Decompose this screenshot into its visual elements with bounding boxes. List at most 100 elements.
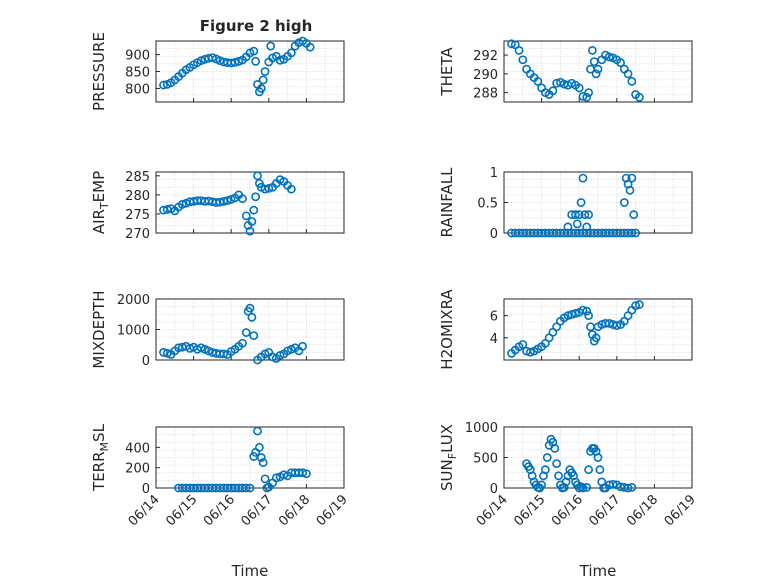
data-point	[578, 483, 588, 493]
x-tick-label: 06/16	[201, 492, 238, 529]
data-point	[631, 228, 640, 238]
data-point	[537, 480, 546, 490]
x-tick-label: 06/16	[549, 492, 586, 529]
y-tick-label: 275	[125, 208, 150, 223]
x-tick-label: 06/19	[314, 492, 351, 529]
data-point	[586, 322, 595, 332]
subplot-8: 0 500 1000 06/14 06/15 06/16 06/17 06/18 06/19 SU…	[438, 421, 699, 580]
y-tick-label: 900	[125, 49, 150, 64]
data-point	[298, 468, 308, 478]
data-point	[249, 46, 259, 56]
data-point	[533, 76, 543, 86]
data-point	[542, 453, 552, 462]
data-point	[247, 312, 257, 322]
data-point	[159, 80, 168, 90]
data-point	[627, 228, 637, 238]
data-point	[593, 64, 603, 74]
y-tick-label: 280	[125, 189, 150, 204]
y-tick-label: 500	[473, 452, 498, 467]
data-point	[595, 465, 605, 475]
data-point	[251, 192, 261, 202]
y-tick-label: 285	[125, 170, 150, 185]
data-point	[540, 465, 550, 475]
data-point	[514, 45, 524, 55]
data-point	[625, 185, 635, 195]
data-point	[574, 210, 584, 220]
data-point	[634, 92, 644, 102]
data-point	[593, 453, 603, 462]
x-tick-label: 06/17	[587, 492, 624, 529]
subplot-4: 0 0.5 1 RAINFALL	[438, 166, 693, 242]
subplot-2: 288 290 292 THETA	[438, 39, 693, 103]
data-point	[279, 470, 289, 480]
figure-title: Figure 2 high	[200, 17, 313, 35]
data-point	[634, 300, 644, 309]
data-point	[571, 210, 580, 220]
y-tick-label: 292	[473, 49, 498, 64]
data-point	[567, 310, 577, 319]
data-point	[256, 453, 266, 462]
y-axis-label: PRESSURE	[90, 32, 108, 111]
y-tick-label: 1	[490, 166, 498, 181]
data-point	[627, 482, 637, 492]
y-axis-label: H2OMIXRA	[438, 289, 456, 370]
data-point	[258, 458, 268, 467]
y-tick-label: 0.5	[477, 197, 498, 212]
data-point	[159, 347, 168, 357]
data-point	[627, 173, 637, 183]
data-point	[254, 442, 264, 452]
data-point	[623, 69, 633, 79]
y-axis-label: THETA	[438, 47, 456, 97]
data-point	[584, 465, 593, 475]
subplot-7: 0 200 400 06/14 06/15 06/16 06/17 06/18 06/19 TER…	[90, 423, 351, 580]
y-axis-label: AIRTEMP	[90, 171, 111, 234]
data-point	[623, 483, 633, 493]
data-point	[245, 226, 255, 236]
plot-frame	[503, 40, 693, 103]
data-point	[574, 83, 584, 93]
x-tick-label: 06/15	[511, 492, 548, 529]
data-point	[230, 57, 240, 67]
y-axis-label: SUNFLUX	[438, 424, 459, 491]
data-point	[631, 301, 640, 311]
data-point	[518, 55, 528, 65]
y-tick-label: 800	[125, 82, 150, 97]
plot-frame	[503, 298, 693, 361]
y-tick-label: 400	[125, 441, 150, 456]
data-point	[258, 75, 268, 85]
data-point	[563, 311, 573, 321]
data-point	[548, 86, 558, 96]
data-point	[238, 338, 247, 348]
x-tick-label: 06/15	[163, 492, 200, 529]
data-point	[518, 340, 528, 349]
data-point	[249, 331, 259, 340]
data-point	[256, 84, 266, 93]
data-point	[275, 55, 285, 65]
data-point	[629, 210, 639, 220]
data-point	[260, 474, 270, 484]
data-point	[552, 459, 562, 468]
data-point	[612, 321, 622, 331]
data-point	[582, 222, 592, 232]
y-tick-label: 0	[490, 227, 498, 242]
data-point	[582, 482, 592, 492]
data-point	[591, 69, 601, 79]
data-point	[563, 222, 573, 232]
data-point	[576, 198, 586, 207]
data-point	[249, 205, 259, 215]
y-tick-label: 1000	[465, 421, 498, 436]
y-tick-label: 1000	[117, 324, 150, 339]
data-point	[578, 173, 588, 183]
data-point	[587, 45, 597, 55]
data-point	[247, 217, 257, 226]
data-point	[580, 210, 590, 220]
y-tick-label: 200	[125, 462, 150, 477]
data-point	[525, 347, 535, 357]
data-point	[271, 473, 281, 483]
data-point	[162, 348, 172, 358]
y-tick-label: 850	[125, 66, 150, 81]
y-axis-label: RAINFALL	[438, 167, 456, 238]
data-point	[627, 76, 637, 86]
